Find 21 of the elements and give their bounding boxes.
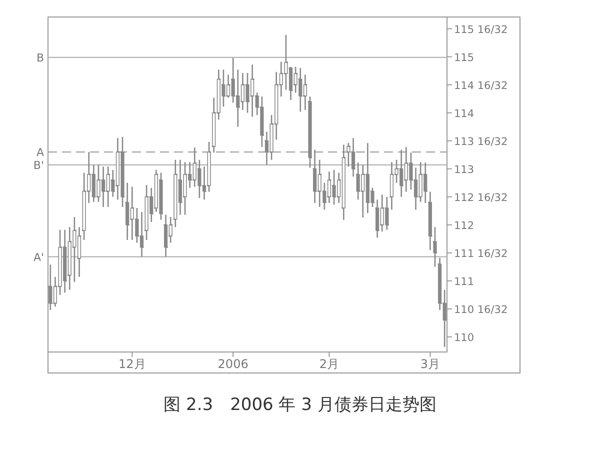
x-tick-label: 3月 bbox=[420, 357, 440, 371]
y-tick-label: 113 bbox=[454, 164, 474, 176]
ref-line-label: A bbox=[36, 146, 44, 160]
y-tick-label: 111 bbox=[454, 276, 474, 288]
y-tick-label: 112 bbox=[454, 220, 474, 232]
y-tick-label: 115 bbox=[454, 52, 474, 64]
ref-line-label: B' bbox=[33, 158, 44, 172]
y-tick-label: 114 16/32 bbox=[454, 80, 508, 92]
y-tick-label: 115 16/32 bbox=[454, 24, 508, 36]
x-tick-label: 2006 bbox=[218, 357, 248, 371]
y-tick-label: 112 16/32 bbox=[454, 192, 508, 204]
y-tick-label: 113 16/32 bbox=[454, 136, 508, 148]
ref-line-label: A' bbox=[33, 250, 44, 264]
y-tick-label: 114 bbox=[454, 108, 474, 120]
y-tick-label: 110 bbox=[454, 332, 474, 344]
ref-line-label: B bbox=[36, 51, 44, 64]
y-tick-label: 111 16/32 bbox=[454, 248, 508, 260]
x-tick-label: 2月 bbox=[319, 357, 340, 371]
text: 图 2.3 2006 年 3 月债券日走势图 bbox=[164, 395, 436, 415]
y-tick-label: 110 16/32 bbox=[454, 304, 508, 316]
x-tick-label: 12月 bbox=[118, 357, 146, 371]
